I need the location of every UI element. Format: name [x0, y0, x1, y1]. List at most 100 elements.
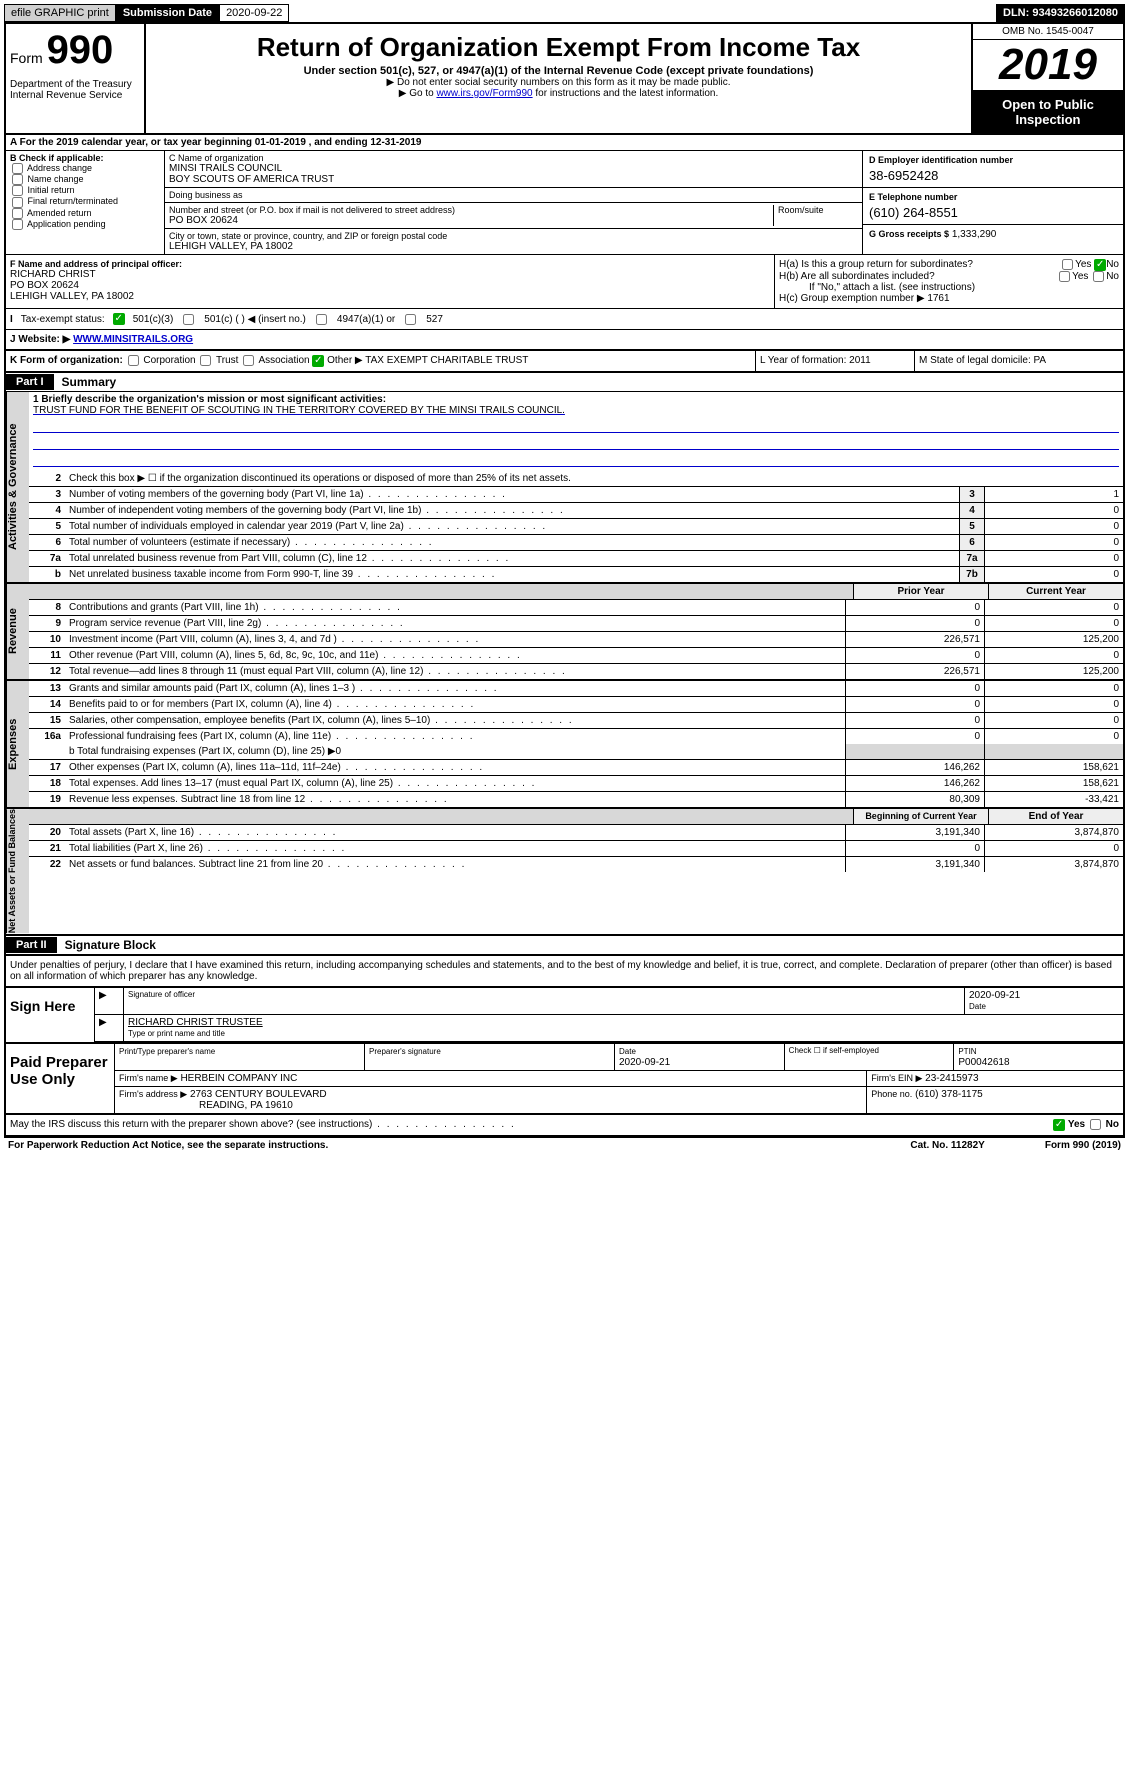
section-f: F Name and address of principal officer:…: [6, 255, 775, 308]
e-label: E Telephone number: [869, 192, 957, 202]
summary-line: 8Contributions and grants (Part VIII, li…: [29, 600, 1123, 616]
section-k: K Form of organization: Corporation Trus…: [6, 351, 756, 371]
form-container: Form 990 Department of the Treasury Inte…: [4, 22, 1125, 1138]
preparer-row: Paid Preparer Use Only Print/Type prepar…: [6, 1042, 1123, 1115]
b-opt-pending[interactable]: Application pending: [10, 219, 160, 230]
prep-sig-hdr: Preparer's signature: [369, 1047, 441, 1056]
prep-date-hdr: Date: [619, 1047, 636, 1056]
a-pre: A For the 2019 calendar year, or tax yea…: [10, 137, 255, 148]
summary-line: 12Total revenue—add lines 8 through 11 (…: [29, 664, 1123, 679]
section-fh: F Name and address of principal officer:…: [6, 255, 1123, 309]
i-527[interactable]: [405, 314, 416, 325]
summary-line: 20Total assets (Part X, line 16)3,191,34…: [29, 825, 1123, 841]
line-1: 1 Briefly describe the organization's mi…: [29, 392, 1123, 471]
part1-header: Part I Summary: [6, 373, 1123, 392]
section-klm: K Form of organization: Corporation Trus…: [6, 351, 1123, 373]
i-label: Tax-exempt status:: [21, 314, 105, 325]
i-501c3-checked: ✓: [113, 313, 125, 325]
revenue-block: Revenue Prior YearCurrent Year 8Contribu…: [6, 584, 1123, 681]
a-end: 12-31-2019: [370, 137, 421, 148]
dln: DLN: 93493266012080: [996, 4, 1125, 22]
discuss-no[interactable]: [1090, 1119, 1101, 1130]
efile-label[interactable]: efile GRAPHIC print: [4, 4, 116, 22]
footer-mid: Cat. No. 11282Y: [910, 1140, 984, 1151]
department: Department of the Treasury Internal Reve…: [10, 79, 140, 101]
tax-year: 2019: [973, 40, 1123, 91]
ptin-label: PTIN: [958, 1047, 976, 1056]
firm-addr-label: Firm's address ▶: [119, 1089, 187, 1099]
b-opt-name[interactable]: Name change: [10, 174, 160, 185]
summary-line: 18Total expenses. Add lines 13–17 (must …: [29, 776, 1123, 792]
d-label: D Employer identification number: [869, 155, 1013, 165]
part2-bar: Part II: [6, 937, 57, 953]
b-opt-amended[interactable]: Amended return: [10, 208, 160, 219]
a-begin: 01-01-2019: [255, 137, 306, 148]
i-4947[interactable]: [316, 314, 327, 325]
hb-note: If "No," attach a list. (see instruction…: [779, 282, 1119, 293]
c-street: PO BOX 20624: [169, 215, 773, 226]
sig-name: RICHARD CHRIST TRUSTEE: [128, 1017, 263, 1028]
i-o3: 4947(a)(1) or: [337, 314, 395, 325]
hb-no[interactable]: [1093, 271, 1104, 282]
f-addr1: PO BOX 20624: [10, 280, 770, 291]
website-link[interactable]: WWW.MINSITRAILS.ORG: [73, 334, 193, 345]
summary-line: bNet unrelated business taxable income f…: [29, 567, 1123, 582]
k-trust[interactable]: [200, 355, 211, 366]
hdr-end: End of Year: [988, 809, 1123, 824]
submit-date: 2020-09-22: [219, 4, 289, 22]
form990-link[interactable]: www.irs.gov/Form990: [436, 88, 532, 99]
goto-post: for instructions and the latest informat…: [533, 88, 719, 99]
netassets-block: Net Assets or Fund Balances Beginning of…: [6, 809, 1123, 935]
section-bcd: B Check if applicable: Address change Na…: [6, 151, 1123, 255]
hb-label: H(b) Are all subordinates included?: [779, 271, 935, 282]
i-o1: 501(c)(3): [133, 314, 174, 325]
c-name1: MINSI TRAILS COUNCIL: [169, 163, 858, 174]
sign-here-row: Sign Here ▶ Signature of officer 2020-09…: [6, 988, 1123, 1042]
b-opt-final[interactable]: Final return/terminated: [10, 196, 160, 207]
summary-line: 6Total number of volunteers (estimate if…: [29, 535, 1123, 551]
b-opt-initial[interactable]: Initial return: [10, 185, 160, 196]
k-corp[interactable]: [128, 355, 139, 366]
i-501c[interactable]: [183, 314, 194, 325]
summary-line: 5Total number of individuals employed in…: [29, 519, 1123, 535]
ha-yes[interactable]: [1062, 259, 1073, 270]
hb-yes[interactable]: [1059, 271, 1070, 282]
line-a: A For the 2019 calendar year, or tax yea…: [6, 135, 1123, 151]
form-number-box: Form 990 Department of the Treasury Inte…: [6, 24, 146, 133]
firm-addr2: READING, PA 19610: [119, 1100, 293, 1111]
firm-name: HERBEIN COMPANY INC: [180, 1073, 297, 1084]
submit-label: Submission Date: [116, 4, 219, 22]
hdr-prior: Prior Year: [853, 584, 988, 599]
part1-title: Summary: [54, 373, 125, 391]
summary-line: 4Number of independent voting members of…: [29, 503, 1123, 519]
k-other-val: TAX EXEMPT CHARITABLE TRUST: [365, 355, 528, 366]
firm-ein-label: Firm's EIN ▶: [871, 1073, 922, 1083]
sidecap-governance: Activities & Governance: [6, 392, 29, 582]
i-o2: 501(c) ( ) ◀ (insert no.): [204, 314, 306, 325]
k-other-checked: ✓: [312, 355, 324, 367]
section-c: C Name of organization MINSI TRAILS COUN…: [165, 151, 863, 254]
c-dba-label: Doing business as: [169, 190, 858, 200]
summary-line: 17Other expenses (Part IX, column (A), l…: [29, 760, 1123, 776]
hc-label: H(c) Group exemption number ▶: [779, 293, 925, 304]
summary-line: 13Grants and similar amounts paid (Part …: [29, 681, 1123, 697]
section-deg: D Employer identification number 38-6952…: [863, 151, 1123, 254]
summary-line: 16aProfessional fundraising fees (Part I…: [29, 729, 1123, 744]
summary-line: 9Program service revenue (Part VIII, lin…: [29, 616, 1123, 632]
ha-no-checked: ✓: [1094, 259, 1106, 271]
a-mid: , and ending: [306, 137, 370, 148]
b-header: B Check if applicable:: [10, 153, 160, 163]
b-opt-address[interactable]: Address change: [10, 163, 160, 174]
discuss-row: May the IRS discuss this return with the…: [6, 1115, 1123, 1136]
sig-name-label: Type or print name and title: [128, 1029, 225, 1038]
part2-title: Signature Block: [57, 936, 164, 954]
l1-text: TRUST FUND FOR THE BENEFIT OF SCOUTING I…: [33, 405, 565, 416]
summary-line: 21Total liabilities (Part X, line 26)00: [29, 841, 1123, 857]
form-title: Return of Organization Exempt From Incom…: [152, 32, 965, 63]
prep-date: 2020-09-21: [619, 1057, 670, 1068]
k-assoc[interactable]: [243, 355, 254, 366]
footer-left: For Paperwork Reduction Act Notice, see …: [8, 1140, 328, 1151]
summary-line: 10Investment income (Part VIII, column (…: [29, 632, 1123, 648]
section-l: L Year of formation: 2011: [756, 351, 915, 371]
title-box: Return of Organization Exempt From Incom…: [146, 24, 971, 133]
